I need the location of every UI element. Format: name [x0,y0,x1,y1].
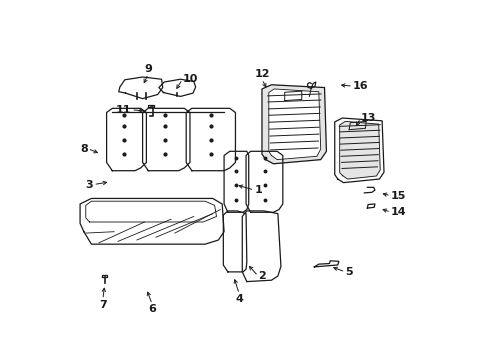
Polygon shape [262,85,326,164]
Text: 15: 15 [390,191,406,201]
Polygon shape [106,108,146,171]
Polygon shape [223,211,246,272]
Text: 9: 9 [144,64,152,74]
Polygon shape [224,151,248,212]
Polygon shape [339,121,380,179]
Polygon shape [268,89,320,159]
Polygon shape [102,275,107,278]
Polygon shape [80,198,224,244]
Text: 1: 1 [254,185,262,195]
Polygon shape [119,77,163,99]
Polygon shape [159,79,195,96]
Text: 5: 5 [345,267,352,277]
Text: 3: 3 [85,180,93,190]
Polygon shape [142,108,189,171]
Polygon shape [186,108,235,171]
Polygon shape [245,151,282,212]
Text: 13: 13 [360,113,375,123]
Text: 4: 4 [235,294,243,304]
Polygon shape [148,105,154,107]
Text: 8: 8 [80,144,87,153]
Text: 10: 10 [182,74,197,84]
Text: 2: 2 [258,271,265,281]
Text: 14: 14 [390,207,406,217]
Polygon shape [334,118,383,183]
Text: 6: 6 [148,304,156,314]
Text: 11: 11 [116,105,131,115]
Text: 12: 12 [254,69,269,79]
Text: 16: 16 [352,81,368,91]
Polygon shape [314,261,338,267]
Text: 7: 7 [99,300,106,310]
Polygon shape [242,211,280,282]
